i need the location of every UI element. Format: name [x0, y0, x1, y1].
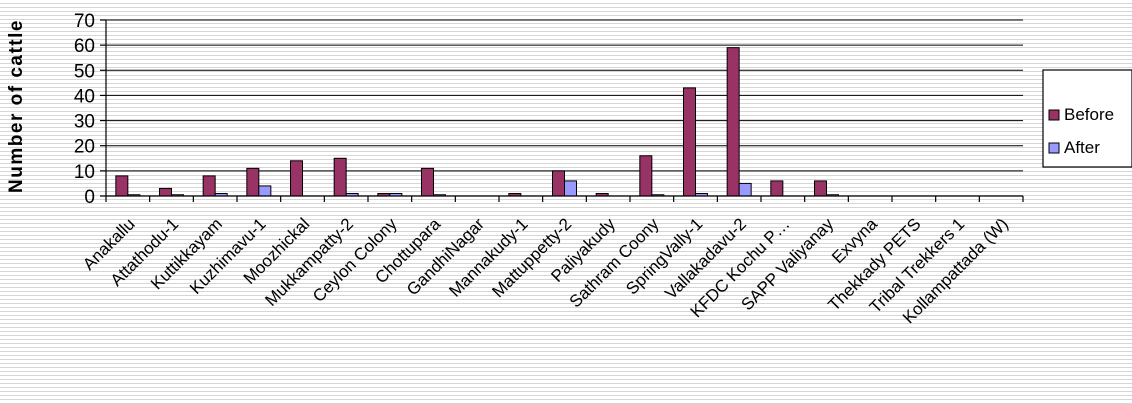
y-tick-label: 20 — [74, 137, 95, 158]
y-axis-label: Number of cattle — [6, 19, 27, 193]
bar-before — [770, 180, 784, 197]
bar-before — [421, 167, 434, 197]
bar-before — [202, 175, 216, 197]
y-tick-label: 0 — [84, 187, 95, 208]
y-tick-label: 10 — [74, 162, 95, 183]
legend-swatch-before — [1048, 109, 1060, 121]
bars — [115, 47, 839, 197]
bar-before — [159, 187, 172, 197]
bar-before — [814, 180, 827, 197]
bar-before — [683, 87, 696, 197]
bar-before — [726, 47, 740, 197]
legend: Before After — [1042, 69, 1132, 168]
bar-after — [564, 180, 577, 197]
gridlines — [106, 19, 1023, 172]
bar-after — [738, 182, 752, 197]
bar-before — [552, 170, 565, 197]
bar-before — [290, 160, 303, 197]
y-tick-label: 30 — [74, 112, 95, 133]
bar-before — [246, 167, 260, 197]
legend-label-after: After — [1064, 138, 1100, 157]
bar-before — [639, 155, 653, 197]
bar-after — [258, 185, 272, 197]
y-tick-labels: 0 10 20 30 40 50 60 70 — [74, 11, 95, 208]
y-tick-label: 70 — [74, 11, 95, 32]
legend-label-before: Before — [1064, 105, 1114, 124]
bar-before — [115, 175, 129, 197]
y-tick-label: 40 — [74, 86, 95, 107]
legend-swatch-after — [1048, 142, 1060, 154]
x-tick-labels: AnakalluAttathodu-1KuttikkayamKuzhimavu-… — [79, 214, 1012, 327]
axes — [100, 19, 1024, 202]
y-tick-label: 60 — [74, 36, 95, 57]
y-tick-label: 50 — [74, 61, 95, 82]
bar-before — [333, 157, 347, 197]
